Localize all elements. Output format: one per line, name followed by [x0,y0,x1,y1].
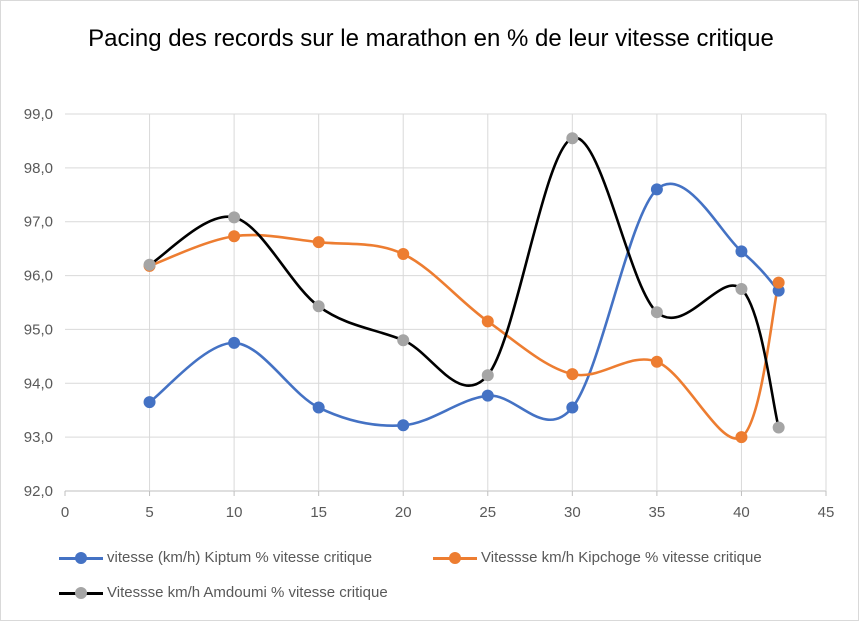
y-tick-label: 95,0 [24,321,53,338]
legend-label-kiptum: vitesse (km/h) Kiptum % vitesse critique [107,549,373,566]
legend-swatch-kiptum [59,551,103,565]
series-point-1 [650,355,663,368]
series-layer [143,132,785,444]
y-tick-label: 93,0 [24,429,53,446]
chart-title: Pacing des records sur le marathon en % … [88,25,774,52]
series-point-1 [772,276,785,289]
x-tick-label: 40 [733,504,750,521]
legend-swatch-kipchoge [433,551,477,565]
series-point-2 [481,369,494,382]
y-tick-label: 92,0 [24,483,53,500]
series-point-1 [312,236,325,249]
series-point-1 [566,368,579,381]
legend-label-amdoumi: Vitessse km/h Amdoumi % vitesse critique [107,584,388,601]
series-line-0 [148,182,780,427]
y-axis-tick-labels: 92,0 93,0 94,0 95,0 96,0 97,0 98,0 99,0 [24,106,53,500]
series-point-0 [650,183,663,196]
series-point-1 [397,248,410,261]
series-point-2 [228,211,241,224]
series-point-1 [481,315,494,328]
series-point-2 [566,132,579,145]
gridlines [64,113,827,496]
y-tick-label: 98,0 [24,160,53,177]
series-point-0 [735,245,748,258]
series-point-2 [143,258,156,271]
series-point-1 [228,230,241,243]
series-line-1 [148,233,780,440]
x-tick-label: 35 [649,504,666,521]
series-point-0 [397,419,410,432]
x-tick-label: 45 [818,504,835,521]
legend-item-kipchoge: Vitessse km/h Kipchoge % vitesse critiqu… [433,549,762,566]
y-tick-label: 97,0 [24,214,53,231]
x-tick-label: 30 [564,504,581,521]
series-point-1 [735,431,748,444]
series-point-2 [312,300,325,313]
legend-item-amdoumi: Vitessse km/h Amdoumi % vitesse critique [59,584,388,601]
series-point-2 [650,306,663,319]
series-point-0 [143,396,156,409]
legend-swatch-amdoumi [59,586,103,600]
series-point-0 [312,401,325,414]
x-tick-label: 20 [395,504,412,521]
y-tick-label: 94,0 [24,375,53,392]
legend-item-kiptum: vitesse (km/h) Kiptum % vitesse critique [59,549,372,566]
y-tick-label: 99,0 [24,106,53,123]
series-point-0 [228,336,241,349]
x-tick-label: 15 [310,504,327,521]
x-tick-label: 0 [61,504,69,521]
series-point-2 [772,421,785,434]
y-tick-label: 96,0 [24,268,53,285]
x-tick-label: 5 [145,504,153,521]
x-tick-label: 25 [479,504,496,521]
legend-label-kipchoge: Vitessse km/h Kipchoge % vitesse critiqu… [481,549,762,566]
series-point-2 [397,334,410,347]
series-line-2 [148,136,780,429]
series-point-2 [735,283,748,296]
x-tick-label: 10 [226,504,243,521]
series-point-0 [566,401,579,414]
x-axis-tick-labels: 0 5 10 15 20 25 30 35 40 45 [61,504,835,521]
series-point-0 [481,389,494,402]
